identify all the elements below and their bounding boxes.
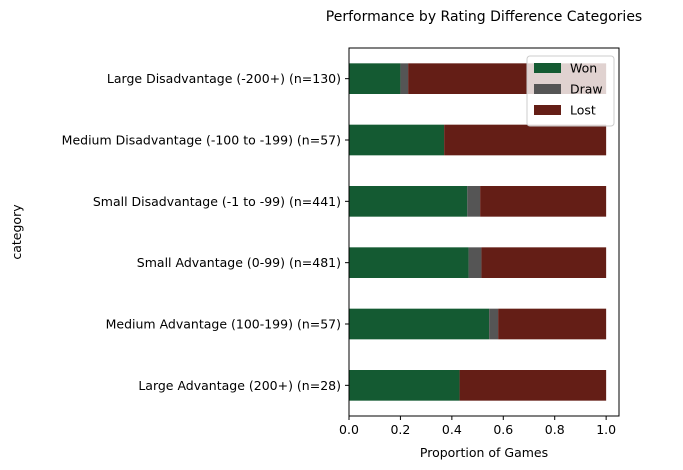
x-axis-label: Proportion of Games [420, 445, 548, 460]
y-tick-label: Small Advantage (0-99) (n=481) [137, 255, 341, 270]
bar-won-3 [349, 247, 469, 278]
bar-lost-3 [481, 247, 607, 278]
x-tick-label: 0.2 [390, 422, 410, 437]
legend-swatch-lost [534, 105, 561, 115]
bar-won-4 [349, 308, 490, 340]
bar-lost-1 [444, 124, 607, 156]
legend-label-lost: Lost [570, 103, 596, 118]
legend: Won Draw Lost [526, 55, 615, 127]
legend-label-won: Won [570, 61, 597, 76]
bars-layer [349, 63, 607, 401]
y-tick-layer: Large Disadvantage (-200+) (n=130) Medium… [62, 71, 349, 393]
y-tick-label: Medium Disadvantage (-100 to -199) (n=57… [62, 133, 341, 148]
bar-won-5 [349, 370, 460, 401]
chart-title: Performance by Rating Difference Categor… [326, 9, 642, 25]
bar-draw-2 [467, 186, 481, 217]
y-tick-label: Medium Advantage (100-199) (n=57) [106, 317, 341, 332]
bar-lost-5 [459, 370, 607, 401]
bar-won-2 [349, 186, 468, 217]
x-tick-label: 1.0 [596, 422, 616, 437]
x-tick-label: 0.0 [339, 422, 359, 437]
bar-draw-4 [489, 308, 499, 340]
y-axis-label: category [9, 204, 24, 260]
plot-frame [348, 47, 620, 417]
bar-won-0 [349, 63, 401, 94]
y-tick-label: Large Advantage (200+) (n=28) [138, 378, 341, 393]
bar-won-1 [349, 124, 445, 156]
bar-lost-2 [480, 186, 607, 217]
y-tick-label: Large Disadvantage (-200+) (n=130) [107, 71, 341, 86]
bar-draw-0 [400, 63, 409, 94]
x-tick-label: 0.4 [442, 422, 462, 437]
legend-swatch-draw [534, 84, 561, 94]
x-tick-label: 0.8 [545, 422, 565, 437]
legend-swatch-won [534, 63, 561, 73]
x-tick-label: 0.6 [493, 422, 513, 437]
bar-draw-3 [468, 247, 482, 278]
legend-label-draw: Draw [570, 82, 603, 97]
y-tick-label: Small Disadvantage (-1 to -99) (n=441) [93, 194, 341, 209]
x-tick-layer: 0.0 0.2 0.4 0.6 0.8 1.0 [339, 416, 616, 437]
bar-lost-4 [498, 308, 607, 340]
